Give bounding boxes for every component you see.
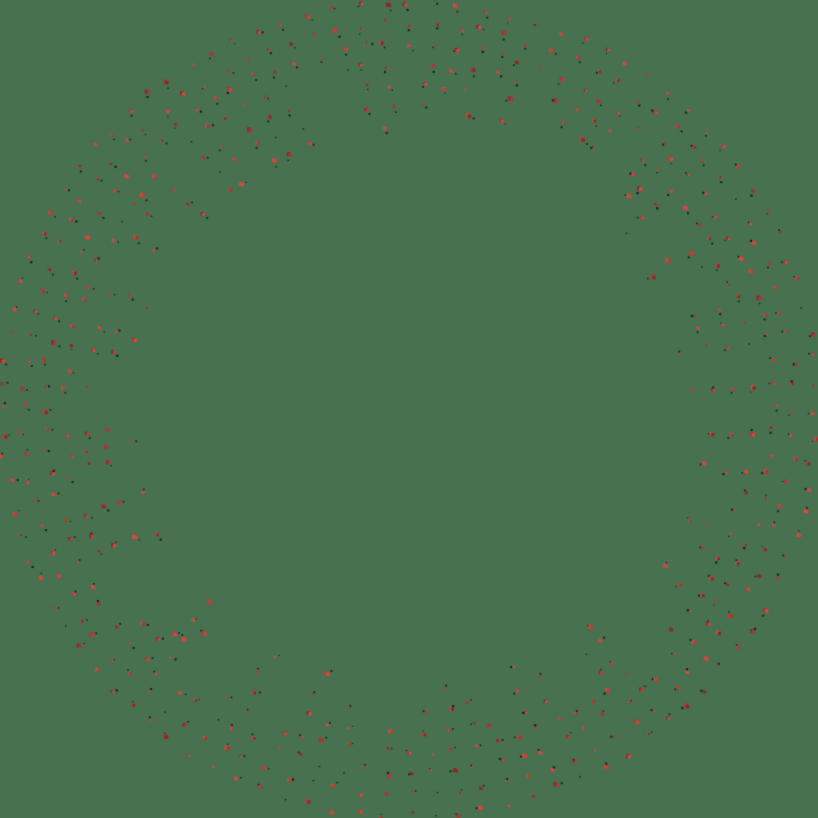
dotted-ring-artwork — [0, 0, 818, 818]
artwork-stage — [0, 0, 818, 818]
